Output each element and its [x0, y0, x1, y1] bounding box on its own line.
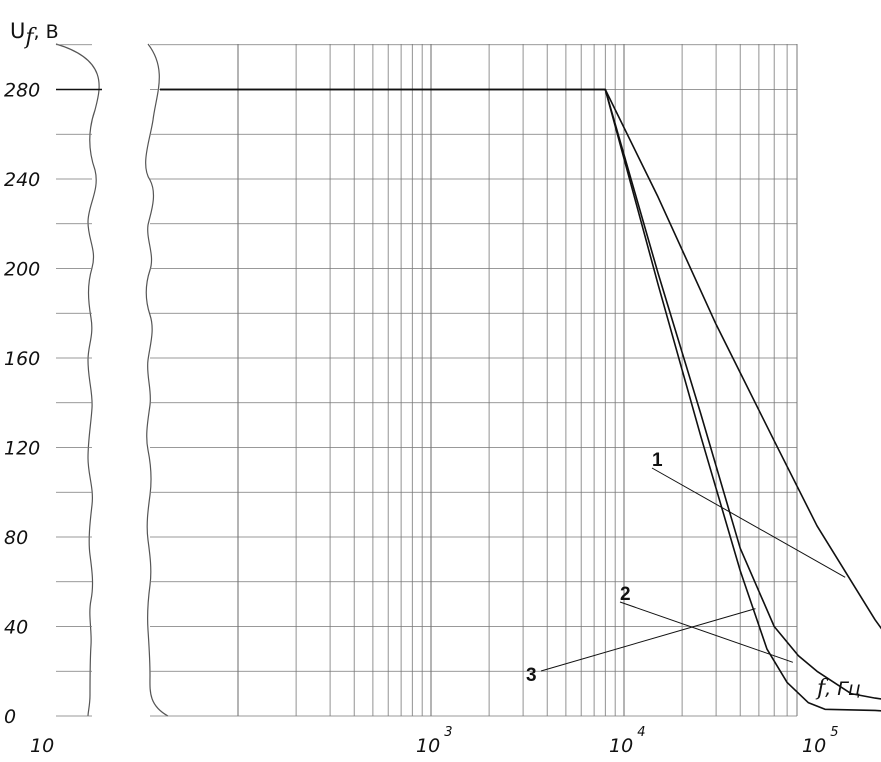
curve-leader-2: [619, 601, 794, 663]
curve-label-3: 3: [526, 665, 537, 686]
x-tick-labels: 101031041055·105: [30, 725, 838, 757]
series-line-1: [160, 88, 881, 630]
curve-leader-1: [651, 467, 846, 578]
y-tick-label: 120: [4, 438, 40, 460]
y-axis-label-unit: , В: [34, 21, 59, 43]
y-axis-label-main: U: [10, 19, 25, 43]
plot-left-wavy-border: [145, 43, 169, 717]
y-axis-strip-border: [55, 43, 100, 717]
y-tick-labels: 0 40 80 120 160 200 240 280: [4, 80, 40, 729]
x-tick-label: 105: [802, 725, 838, 757]
x-axis-label: f, Гц: [815, 676, 861, 701]
curve-leader-3: [540, 608, 756, 672]
y-tick-label: 160: [4, 348, 40, 370]
curve-label-1: 1: [652, 450, 663, 471]
y-tick-label: 0: [4, 706, 16, 728]
y-axis-strip: [55, 43, 102, 717]
x-tick-label: 104: [609, 725, 645, 757]
y-tick-label: 240: [4, 169, 40, 191]
y-tick-label: 80: [4, 527, 28, 549]
curve-label-2: 2: [620, 584, 631, 605]
x-tick-label: 103: [416, 725, 452, 757]
plot-area: 1 2 3: [145, 43, 881, 717]
series-line-3: [160, 88, 881, 712]
x-tick-label: 10: [30, 735, 54, 757]
y-tick-label: 40: [4, 617, 28, 639]
x-axis-label-unit: , Гц: [825, 678, 861, 700]
y-tick-label: 280: [4, 80, 40, 102]
y-tick-label: 200: [4, 259, 40, 281]
y-axis-label: Uf, В: [10, 19, 59, 50]
